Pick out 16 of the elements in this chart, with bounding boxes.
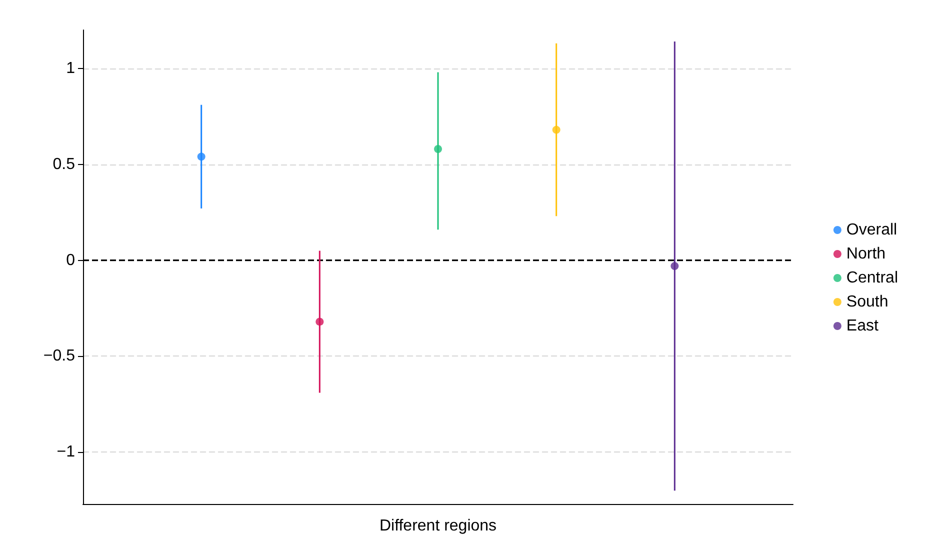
y-tick-label: 0 <box>66 252 76 269</box>
legend-label: North <box>846 246 886 262</box>
point <box>434 144 442 153</box>
x-axis-title: Different regions <box>379 518 497 534</box>
y-tick-label: −1 <box>56 444 76 461</box>
y-tick-label: −0.5 <box>43 348 76 365</box>
y-tick-label: 1 <box>66 60 76 77</box>
legend-label: East <box>846 318 879 334</box>
point <box>316 318 324 326</box>
point <box>670 262 679 270</box>
legend-label: Overall <box>846 222 898 238</box>
y-tick-label: 0.5 <box>52 156 76 173</box>
point <box>197 152 206 161</box>
legend-label: Central <box>846 270 898 286</box>
legend-label: South <box>846 294 888 310</box>
point <box>552 126 560 134</box>
